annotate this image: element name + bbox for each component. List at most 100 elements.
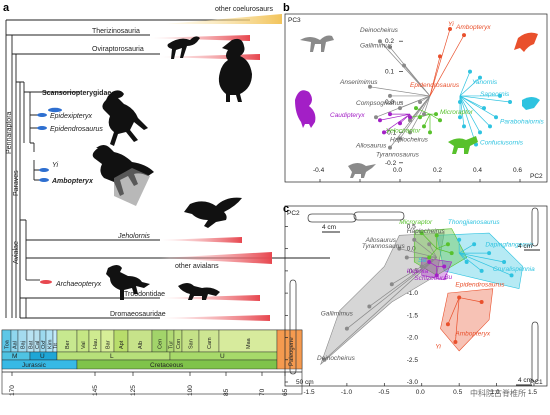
b-point <box>378 39 382 44</box>
epidendrosaurus-range-marker <box>37 126 47 130</box>
ambopteryx-range-marker <box>39 178 49 182</box>
scale-label-3: 4 cm <box>518 377 532 384</box>
bone-outline-2 <box>353 211 405 221</box>
c-point <box>404 255 409 260</box>
b-branch-line <box>459 95 497 118</box>
bone-outline-1 <box>307 213 357 223</box>
label-jeholornis: Jeholornis <box>117 233 150 240</box>
troodontid-range-bar <box>160 295 260 301</box>
stage-label: Tit <box>53 343 59 349</box>
b-point <box>388 112 392 117</box>
c-branch-line <box>346 257 437 329</box>
c-point <box>479 268 484 273</box>
b-point <box>508 100 512 104</box>
b-label-gallimimus: Gallimimus <box>360 42 393 49</box>
c-label-microraptor: Microraptor <box>399 219 433 226</box>
c-label-epidendrosaurus: Epidendrosaurus <box>455 281 505 288</box>
age-label: 100 <box>187 385 194 396</box>
c-ytick-label: -3.0 <box>407 379 419 386</box>
b-branch-line <box>379 40 431 97</box>
panel-c-xlabel: PC1 <box>530 379 543 386</box>
stage-label: Con <box>176 339 182 349</box>
c-point <box>427 260 432 264</box>
c-label-bu: Bu <box>444 274 452 281</box>
stage-label: Cam <box>207 337 213 349</box>
c-label-ambopteryx: Ambopteryx <box>454 330 490 337</box>
stage-label: Ber <box>65 340 71 349</box>
panel-a-label: a <box>3 2 10 14</box>
stage-label: Baj <box>21 341 27 349</box>
c-point <box>453 340 458 344</box>
b-point <box>382 130 386 135</box>
label-other-avialans: other avialans <box>175 263 219 270</box>
c-ytick-label: -2.0 <box>407 335 419 342</box>
c-label-thongjianosaurus: Thongjianosaurus <box>448 219 500 226</box>
b-point <box>388 45 392 50</box>
c-branch-line <box>455 297 460 343</box>
c-point <box>434 233 439 238</box>
b-label-parabohaiornis: Parabohaiornis <box>500 118 544 125</box>
oviraptorosaur-silhouette-icon <box>218 38 252 102</box>
c-convex-hull <box>440 288 494 352</box>
c-point <box>419 231 424 236</box>
b-ytick-label: 0.2 <box>385 38 394 45</box>
age-label: 85 <box>223 388 230 396</box>
stage-label: Alb <box>138 341 144 349</box>
c-point <box>509 273 514 278</box>
c-convex-hull <box>320 232 445 366</box>
b-point <box>438 54 442 59</box>
b-branch-line <box>423 95 431 115</box>
c-branch-line <box>421 232 437 249</box>
coelurosaur-range-bar <box>165 14 282 24</box>
c-label-ingenia: Ingenia <box>407 268 429 275</box>
b-label-tyrannosaurus: Tyrannosaurus <box>376 152 420 159</box>
b-point <box>434 112 438 117</box>
c-branch-line <box>324 257 437 361</box>
b-point <box>398 121 402 126</box>
epoch-m: M <box>12 353 17 360</box>
ambopteryx-silhouette-icon <box>92 145 154 196</box>
b-branch-line <box>429 56 441 97</box>
label-archaeopteryx: Archaeopteryx <box>55 281 102 288</box>
label-ambopteryx: Ambopteryx <box>51 178 94 185</box>
silhouettes <box>92 36 252 300</box>
c-point <box>322 357 327 362</box>
avialan-silhouette-icon <box>184 197 242 228</box>
b-ytick-label: -0.1 <box>385 129 397 136</box>
b-label-sapeornis: Sapeornis <box>480 91 510 98</box>
panel-a: a <box>1 2 330 396</box>
geologic-timescale: Toa Aal Baj Bat Cal Oxf Kim Tit Ber Val Hau Bar Apt A… <box>1 329 303 396</box>
b-point <box>422 124 426 129</box>
age-label: 145 <box>92 385 99 396</box>
b-branch-line <box>459 71 471 97</box>
b-label-ambopteryx: Ambopteryx <box>455 24 491 31</box>
c-point <box>427 242 432 247</box>
ambopteryx-silhouette-b-icon <box>514 32 538 52</box>
c-label-schizooura: Schizooura <box>414 275 447 282</box>
scale-label-1: 4 cm <box>322 224 336 231</box>
troodontid-silhouette-icon <box>178 283 220 300</box>
b-point <box>458 115 462 120</box>
scansoriopterygid-range-marker <box>48 107 62 113</box>
c-point <box>472 242 477 247</box>
c-point <box>445 242 450 247</box>
c-point <box>449 251 454 256</box>
c-point <box>479 300 484 304</box>
stage-label: Bar <box>106 340 112 349</box>
period-paleogene: Paleogene <box>289 337 295 366</box>
yi-range-marker <box>39 168 49 172</box>
panel-c-frame <box>284 205 548 387</box>
c-point <box>457 295 462 300</box>
label-other-coelurosaurs: other coelurosaurs <box>215 6 273 13</box>
b-point <box>398 106 402 111</box>
label-pennaraptora: Pennaraptora <box>6 111 13 154</box>
c-point <box>445 322 450 327</box>
b-point <box>418 100 422 104</box>
b-point <box>408 115 412 120</box>
c-xtick-label: -0.5 <box>378 389 390 396</box>
b-xtick-label: 0.6 <box>513 167 522 174</box>
b-point <box>422 112 426 117</box>
b-point <box>402 63 406 68</box>
c-label-haplocheirus: Haplocheirus <box>407 228 446 235</box>
